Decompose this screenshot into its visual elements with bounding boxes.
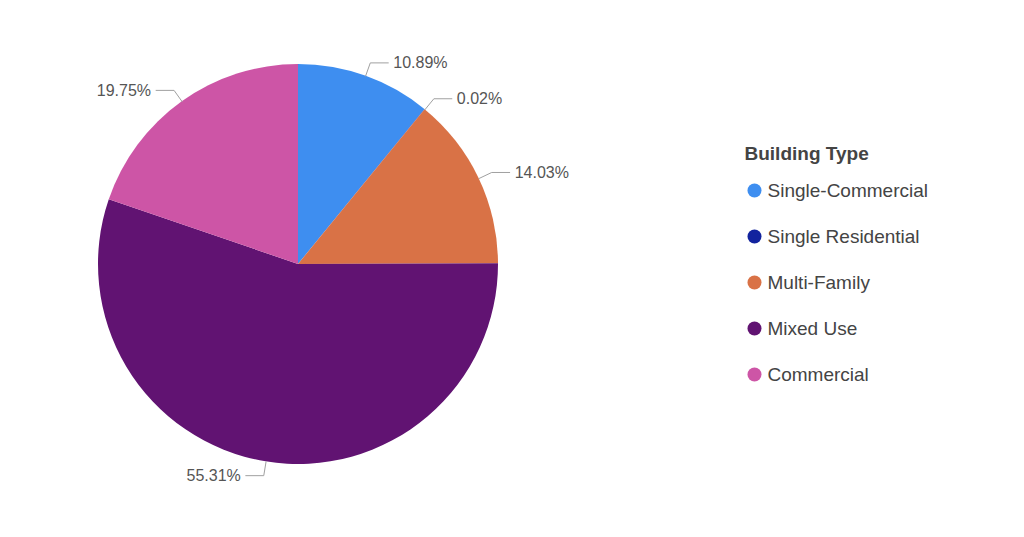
svg-text:0.02%: 0.02% (457, 90, 502, 107)
svg-text:55.31%: 55.31% (186, 467, 240, 484)
svg-text:Single-Commercial: Single-Commercial (768, 180, 929, 201)
svg-text:Multi-Family: Multi-Family (768, 272, 871, 293)
svg-text:Commercial: Commercial (768, 364, 869, 385)
svg-text:19.75%: 19.75% (97, 82, 151, 99)
svg-text:Building Type: Building Type (745, 143, 869, 164)
svg-text:Mixed Use: Mixed Use (768, 318, 858, 339)
svg-text:10.89%: 10.89% (393, 54, 447, 71)
svg-text:Single Residential: Single Residential (768, 226, 920, 247)
svg-text:14.03%: 14.03% (515, 164, 569, 181)
